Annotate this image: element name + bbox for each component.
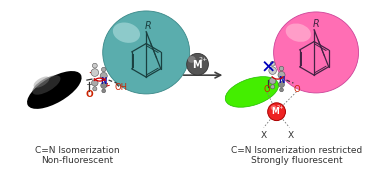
Text: R: R [145,21,152,31]
Ellipse shape [279,66,284,71]
Ellipse shape [91,80,98,86]
Ellipse shape [188,56,195,63]
Text: X: X [287,131,293,140]
Ellipse shape [91,69,99,76]
Ellipse shape [271,105,277,110]
Text: O: O [85,90,93,99]
Text: Non-fluorescent: Non-fluorescent [41,156,113,165]
Text: X: X [261,131,267,140]
Text: Strongly fluorescent: Strongly fluorescent [251,156,342,165]
Ellipse shape [280,88,284,92]
Ellipse shape [225,77,279,107]
Ellipse shape [274,12,359,93]
Ellipse shape [278,71,285,78]
Ellipse shape [279,81,285,88]
Text: C=N Isomerization restricted: C=N Isomerization restricted [231,146,362,155]
Ellipse shape [101,67,106,72]
Text: R: R [313,19,319,29]
Text: 2+: 2+ [277,105,284,110]
Ellipse shape [269,67,276,74]
Ellipse shape [187,53,208,75]
Text: N: N [101,77,107,86]
Ellipse shape [271,85,275,89]
Text: OH: OH [114,83,127,93]
Ellipse shape [101,82,107,88]
Text: O: O [293,85,300,94]
Text: N: N [278,76,285,85]
Ellipse shape [102,89,105,93]
Ellipse shape [34,76,50,88]
Ellipse shape [93,87,97,91]
Ellipse shape [113,23,140,43]
Ellipse shape [270,61,275,66]
Text: 2+: 2+ [199,57,208,62]
Ellipse shape [33,75,60,95]
Text: M: M [192,60,201,70]
Ellipse shape [270,78,276,84]
Ellipse shape [27,71,82,109]
Text: M: M [272,107,279,116]
Ellipse shape [100,72,107,79]
Ellipse shape [92,63,97,68]
Text: O: O [263,85,270,94]
Ellipse shape [268,103,285,121]
Text: C=N Isomerization: C=N Isomerization [35,146,119,155]
Ellipse shape [103,11,190,94]
Ellipse shape [286,23,311,42]
